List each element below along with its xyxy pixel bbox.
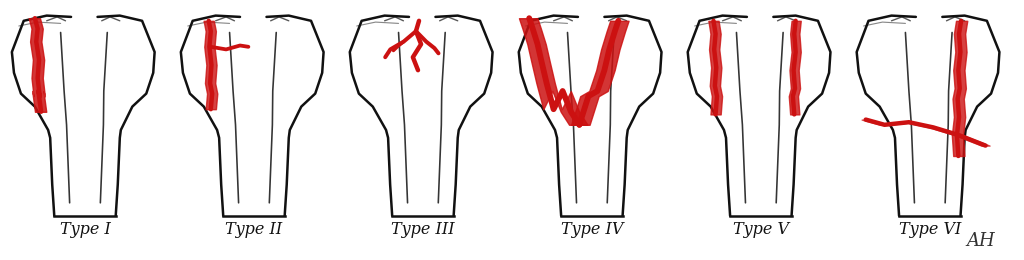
Text: Type II: Type II xyxy=(225,221,283,238)
Polygon shape xyxy=(857,16,999,216)
Polygon shape xyxy=(350,16,493,216)
Text: AH: AH xyxy=(967,232,995,250)
Text: Type I: Type I xyxy=(59,221,111,238)
Text: Type IV: Type IV xyxy=(561,221,623,238)
Text: Type VI: Type VI xyxy=(899,221,961,238)
Polygon shape xyxy=(519,16,662,216)
Polygon shape xyxy=(12,16,155,216)
Polygon shape xyxy=(181,16,324,216)
Text: Type V: Type V xyxy=(733,221,788,238)
Polygon shape xyxy=(688,16,830,216)
Text: Type III: Type III xyxy=(391,221,455,238)
